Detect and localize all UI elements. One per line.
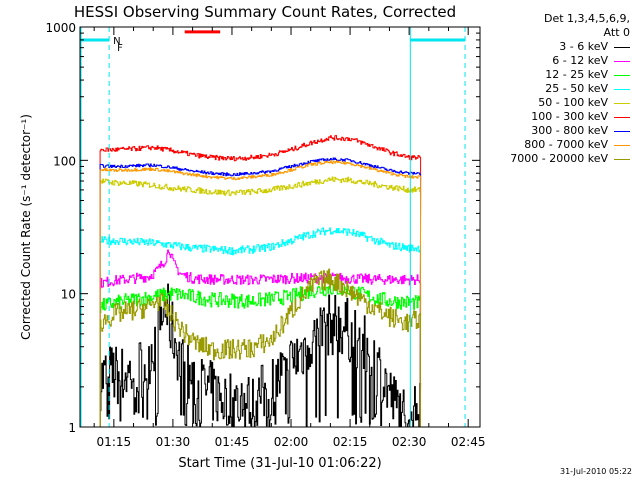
legend-swatch [614,158,630,160]
legend-entry: 50 - 100 keV [480,96,630,110]
x-tick-label: 02:15 [333,435,368,449]
x-tick-label: 01:15 [97,435,132,449]
timestamp: 31-Jul-2010 05:22 [559,467,632,476]
legend-swatch [614,88,630,90]
night-marker-label: N [113,36,120,47]
legend-swatch [614,130,630,132]
series-line [99,249,422,428]
legend-label: 300 - 800 keV [531,124,608,137]
legend-entries: 3 - 6 keV 6 - 12 keV 12 - 25 keV 25 - 50 ke… [480,40,630,166]
legend-swatch [614,102,630,104]
x-axis-label: Start Time (31-Jul-10 01:06:22) [178,456,381,471]
legend-label: 800 - 7000 keV [524,138,608,151]
y-tick-label: 100 [53,154,76,168]
legend-label: 12 - 25 keV [545,68,608,81]
legend-label: 25 - 50 keV [545,82,608,95]
series-layer [99,135,422,428]
series-line [99,227,422,428]
legend-entry: 7000 - 20000 keV [480,152,630,166]
legend-entry: 12 - 25 keV [480,68,630,82]
series-line [99,176,422,428]
x-tick-label: 01:30 [156,435,191,449]
x-tick-label: 01:45 [215,435,250,449]
x-tick-label: 02:00 [274,435,309,449]
legend-label: 3 - 6 keV [559,40,608,53]
chart-title: HESSI Observing Summary Count Rates, Cor… [74,3,456,21]
legend-entry: 25 - 50 keV [480,82,630,96]
legend-swatch [614,46,630,48]
x-tick-label: 02:45 [451,435,486,449]
axes-layer: 1 10 100 1000 01:15 01:30 01:45 02:00 02:15 02:30… [45,21,485,449]
legend-entry: 3 - 6 keV [480,40,630,54]
legend-label: 6 - 12 keV [552,54,608,67]
annotation-layer: NF [80,27,466,427]
legend: Det 1,3,4,5,6,9, Att 0 3 - 6 keV 6 - 12 k… [480,12,630,166]
series-line [99,160,422,428]
series-line [99,135,422,428]
y-axis-label: Corrected Count Rate (s⁻¹ detector⁻¹) [19,114,33,340]
legend-entry: 100 - 300 keV [480,110,630,124]
legend-swatch [614,60,630,62]
series-line [99,157,422,428]
legend-entry: 6 - 12 keV [480,54,630,68]
y-tick-label: 10 [61,288,76,302]
series-line [99,268,422,428]
legend-swatch [614,144,630,146]
legend-entry: 800 - 7000 keV [480,138,630,152]
legend-swatch [614,116,630,118]
y-tick-label: 1 [68,421,76,435]
legend-entry: 300 - 800 keV [480,124,630,138]
flare-marker-label: F [117,43,123,54]
legend-label: 50 - 100 keV [538,96,608,109]
legend-swatch [614,74,630,76]
x-tick-label: 02:30 [392,435,427,449]
y-tick-label: 1000 [45,21,76,35]
series-line [99,283,422,428]
legend-label: 7000 - 20000 keV [510,152,608,165]
legend-header-line-2: Att 0 [603,26,630,39]
legend-header-line-1: Det 1,3,4,5,6,9, [543,12,630,25]
series-line [99,281,422,428]
plot-frame [79,26,481,428]
legend-label: 100 - 300 keV [531,110,608,123]
